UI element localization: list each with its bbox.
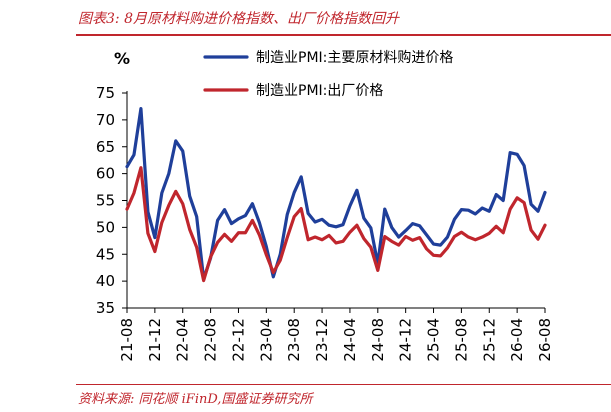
- x-tick-label: 25-12: [480, 318, 498, 362]
- x-tick-label: 25-04: [425, 318, 443, 362]
- x-tick-label: 22-12: [229, 318, 247, 362]
- figure-source: 资料来源: 同花顺 iFinD,国盛证券研究所: [78, 392, 313, 407]
- y-tick-label: 40: [96, 272, 115, 290]
- x-tick-label: 23-08: [285, 318, 303, 362]
- y-tick-label: 50: [96, 218, 115, 236]
- x-tick-label: 23-12: [313, 318, 331, 362]
- source-rule: [76, 384, 611, 385]
- x-tick-label: 26-04: [508, 318, 526, 362]
- y-tick-label: 70: [96, 111, 115, 129]
- legend-label-1: 制造业PMI:主要原材料购进价格: [256, 50, 453, 66]
- legend-label-2: 制造业PMI:出厂价格: [256, 83, 383, 99]
- chart-axes: 35 40 45 50 55 60 65 70 75% 21-08 21-12 22-04 22-08 2…: [96, 49, 554, 362]
- x-tick-label: 24-04: [341, 318, 359, 362]
- y-tick-label: 60: [96, 165, 115, 183]
- x-tick-label: 24-12: [397, 318, 415, 362]
- x-tick-label: 21-12: [146, 318, 164, 362]
- series-line-1: [125, 106, 547, 281]
- title-rule: [76, 34, 611, 36]
- figure-title: 图表3: 8月原材料购进价格指数、出厂价格指数回升: [78, 11, 399, 27]
- y-tick-label: 75: [96, 84, 115, 102]
- y-tick-label: 45: [96, 245, 115, 263]
- x-tick-label: 22-04: [174, 318, 192, 362]
- x-tick-label: 21-08: [118, 318, 136, 362]
- x-tick-label: 25-08: [452, 318, 470, 362]
- x-tick-label: 23-04: [257, 318, 275, 362]
- y-tick-label: 55: [96, 192, 115, 210]
- series-layer: [125, 106, 547, 283]
- x-tick-label: 24-08: [369, 318, 387, 362]
- y-tick-label: 35: [96, 299, 115, 317]
- y-axis-unit: %: [114, 49, 130, 68]
- y-tick-label: 65: [96, 138, 115, 156]
- x-tick-label: 22-08: [202, 318, 220, 362]
- x-tick-label: 26-08: [536, 318, 554, 362]
- series-line-2: [125, 166, 547, 283]
